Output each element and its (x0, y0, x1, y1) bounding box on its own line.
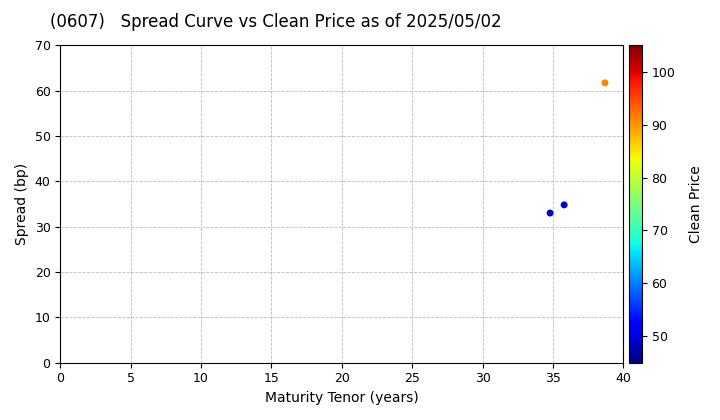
Point (559, 202, 570, 208)
Point (544, 210, 556, 216)
X-axis label: Maturity Tenor (years): Maturity Tenor (years) (265, 391, 418, 405)
Text: (0607)   Spread Curve vs Clean Price as of 2025/05/02: (0607) Spread Curve vs Clean Price as of… (50, 13, 502, 31)
Y-axis label: Clean Price: Clean Price (689, 165, 703, 243)
Point (599, 79, 611, 86)
Y-axis label: Spread (bp): Spread (bp) (15, 163, 29, 245)
